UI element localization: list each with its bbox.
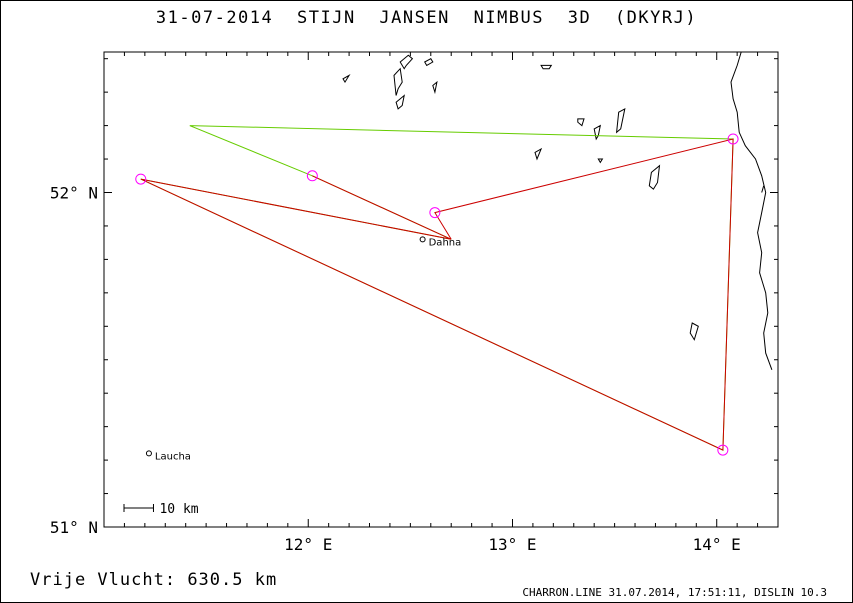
footer-info: CHARRON.LINE 31.07.2014, 17:51:11, DISLI…: [522, 586, 827, 599]
lake-outline: [577, 118, 585, 127]
town-label: Laucha: [155, 451, 191, 462]
lake-outline: [432, 80, 438, 95]
pilot-name: STIJN JANSEN: [297, 8, 450, 28]
x-tick-label: 12° E: [284, 535, 332, 554]
plot-area: [103, 51, 779, 528]
scale-bar-label: 10 km: [159, 502, 198, 517]
lake-outline: [593, 124, 601, 141]
lake-outline: [399, 54, 414, 70]
turnpoint-marker: [135, 173, 147, 185]
x-tick-label: 14° E: [693, 535, 741, 554]
lake-outline: [689, 322, 699, 341]
lake-outline: [540, 64, 553, 70]
free-flight-value: 630.5 km: [187, 570, 278, 590]
border-lines: [730, 51, 773, 370]
lake-outline: [342, 74, 351, 84]
turnpoint-marker: [717, 444, 729, 456]
lake-outline: [393, 67, 403, 96]
turnpoint-marker: [429, 207, 441, 219]
lake-outline: [615, 107, 626, 134]
town-marker: [145, 450, 152, 457]
tick-labels: 52° N 51° N 12° E 13° E 14° E: [50, 183, 741, 554]
x-tick-label: 13° E: [488, 535, 536, 554]
route-line-red: [140, 138, 734, 451]
free-flight-label: Vrije Vlucht:: [30, 570, 177, 590]
lake-outline: [534, 147, 543, 161]
turnpoints: [135, 133, 739, 456]
towns: Dahna Laucha: [145, 236, 462, 462]
task-routes: [140, 125, 734, 451]
turnpoint-marker: [306, 170, 318, 182]
axis-ticks: [103, 52, 779, 528]
flight-title: 31-07-2014 STIJN JANSEN NIMBUS 3D (DKYRJ…: [0, 8, 853, 28]
state-border: [761, 185, 765, 193]
town-marker: [419, 236, 426, 243]
flight-date: 31-07-2014: [155, 8, 274, 28]
turnpoint-marker: [727, 133, 739, 145]
free-flight-distance: Vrije Vlucht: 630.5 km: [30, 570, 277, 590]
town-label: Dahna: [429, 237, 462, 248]
lake-outline: [424, 58, 434, 67]
lake-outline: [597, 158, 604, 164]
y-tick-label: 51° N: [50, 518, 98, 537]
lake-outline: [395, 94, 405, 110]
lakes: [342, 54, 699, 341]
y-tick-label: 52° N: [50, 183, 98, 202]
scale-bar: 10 km: [123, 502, 199, 517]
state-border: [730, 51, 773, 370]
lake-outline: [648, 164, 661, 190]
glider-name: NIMBUS 3D (DKYRJ): [473, 8, 698, 28]
route-line-green: [140, 125, 734, 451]
